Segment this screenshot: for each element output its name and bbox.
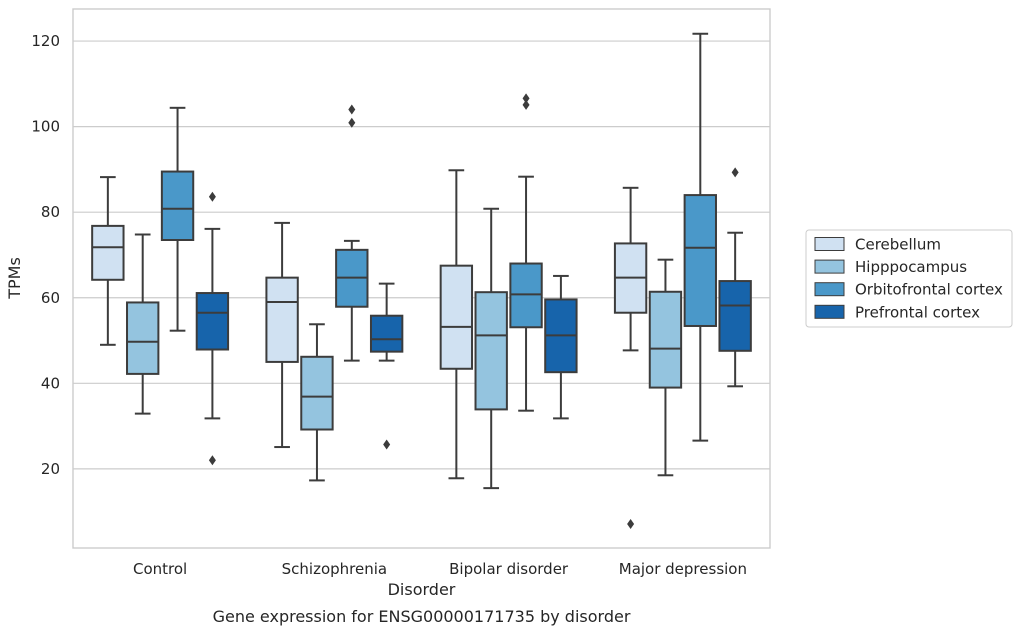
outlier-point: [731, 167, 739, 178]
y-tick-label: 60: [41, 289, 60, 307]
box-iqr: [300, 355, 334, 431]
x-tick-label: Control: [133, 560, 187, 578]
box-0-3: [613, 186, 648, 530]
legend-swatch: [814, 237, 845, 251]
legend-frame: [805, 229, 1013, 328]
box-2-3: [683, 32, 717, 442]
box-iqr: [369, 314, 404, 353]
legend-label: Orbitofrontal cortex: [855, 281, 1003, 299]
box-1-0: [126, 233, 160, 415]
legend-label: Prefrontal cortex: [855, 303, 980, 321]
box-3-1: [369, 282, 404, 450]
y-tick-label: 80: [41, 203, 60, 221]
legend-label: Hipppocampus: [855, 258, 967, 276]
box-1-3: [648, 258, 683, 477]
box-iqr: [126, 301, 160, 375]
outlier-point: [627, 519, 635, 530]
box-2-1: [335, 104, 369, 362]
legend-swatch: [814, 304, 845, 319]
box-iqr: [91, 224, 125, 281]
plot-frame: [72, 8, 771, 549]
box-iqr: [718, 280, 752, 352]
box-iqr: [265, 276, 299, 363]
box-iqr: [509, 262, 543, 329]
outlier-point: [522, 93, 530, 104]
legend-swatch: [814, 282, 845, 297]
legend-swatch: [814, 259, 845, 274]
x-tick-label: Schizophrenia: [282, 560, 387, 578]
box-3-0: [195, 191, 230, 466]
box-2-2: [509, 93, 543, 412]
y-tick-label: 100: [31, 118, 60, 136]
legend-items: Cerebellum Hipppocampus Orbitofrontal cort…: [814, 236, 1003, 321]
x-tick-labels: Control Schizophrenia Bipolar disorder Majo…: [133, 560, 747, 578]
box-0-2: [439, 169, 474, 480]
box-iqr: [160, 170, 195, 241]
boxes: [91, 32, 752, 530]
box-3-2: [544, 274, 578, 420]
y-tick-labels: 20 40 60 80 100 120: [31, 32, 60, 478]
y-tick-label: 40: [41, 374, 60, 392]
x-axis-label: Disorder: [388, 580, 456, 599]
box-iqr: [648, 290, 683, 389]
outlier-point: [522, 99, 530, 110]
box-1-2: [474, 207, 508, 490]
box-0-0: [91, 176, 125, 346]
legend: Cerebellum Hipppocampus Orbitofrontal cort…: [805, 229, 1013, 328]
box-0-1: [265, 221, 299, 449]
box-3-3: [718, 167, 752, 388]
chart-title: Gene expression for ENSG00000171735 by d…: [213, 607, 631, 626]
legend-label: Cerebellum: [855, 236, 941, 254]
box-1-1: [300, 323, 334, 482]
outlier-point: [208, 455, 216, 466]
outlier-point: [208, 191, 216, 202]
box-2-0: [160, 106, 195, 332]
outlier-point: [348, 104, 356, 115]
box-iqr: [474, 291, 508, 411]
outlier-point: [383, 439, 391, 450]
y-tick-label: 20: [41, 460, 60, 478]
box-iqr: [683, 194, 717, 327]
x-tick-label: Bipolar disorder: [449, 560, 569, 578]
box-iqr: [195, 292, 230, 351]
outlier-point: [348, 117, 356, 128]
y-tick-label: 120: [31, 32, 60, 50]
x-tick-label: Major depression: [619, 560, 747, 578]
plot-background: [73, 9, 770, 548]
y-axis-label: TPMs: [5, 257, 24, 300]
box-iqr: [439, 264, 474, 370]
